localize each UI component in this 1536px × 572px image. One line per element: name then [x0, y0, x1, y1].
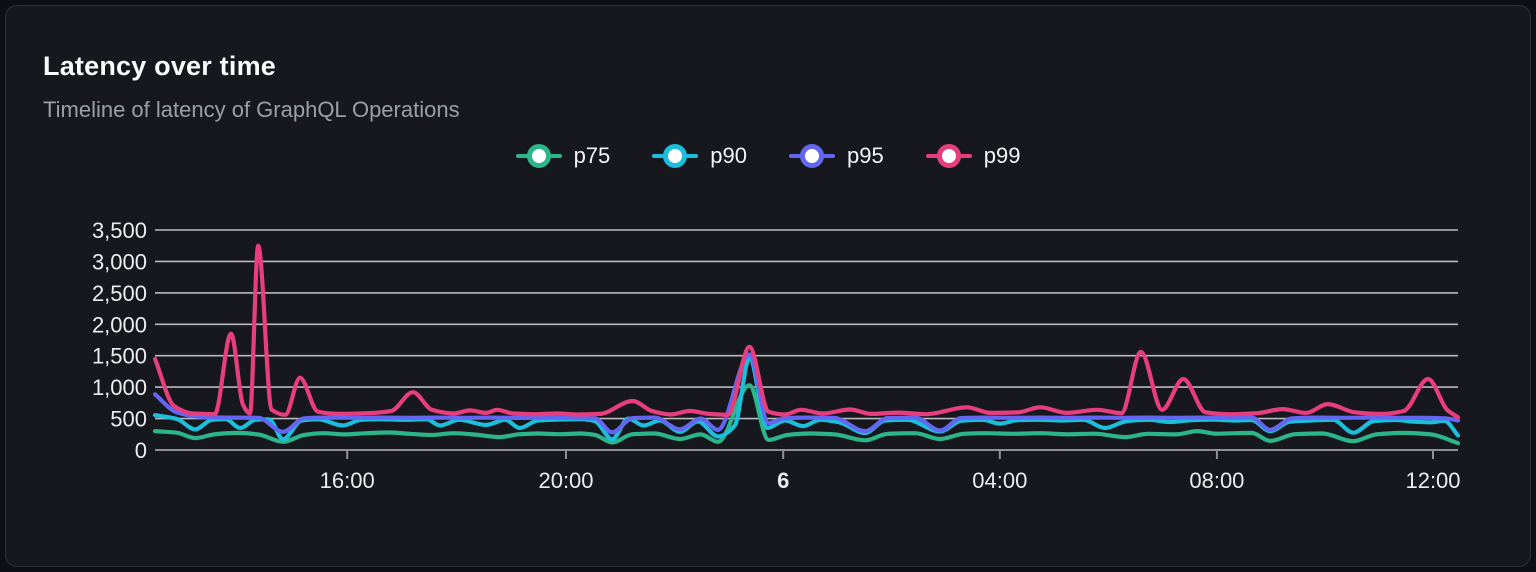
series-line-p99[interactable]: [152, 243, 1461, 420]
x-axis-label-08:00: 08:00: [1189, 468, 1244, 493]
y-axis-label-3500: 3,500: [92, 218, 147, 243]
legend-series-marker-icon: [652, 143, 699, 169]
legend-item-p95[interactable]: p95: [789, 143, 884, 169]
latency-card: Latency over time Timeline of latency of…: [5, 5, 1531, 567]
legend-label-p99: p99: [983, 143, 1021, 168]
series-line-p95[interactable]: [152, 352, 1461, 435]
series-line-p90[interactable]: [152, 356, 1461, 442]
x-axis-label-12:00: 12:00: [1405, 468, 1460, 493]
x-axis-label-16:00: 16:00: [320, 468, 375, 493]
y-axis-label-1500: 1,500: [92, 344, 147, 369]
x-axis-label-04:00: 04:00: [972, 468, 1027, 493]
legend-item-p90[interactable]: p90: [652, 143, 747, 169]
page-title: Latency over time: [43, 51, 276, 81]
legend-label-p90: p90: [710, 143, 747, 168]
y-axis-label-0: 0: [135, 438, 147, 463]
x-axis-label-6: 6: [777, 468, 789, 493]
x-axis-label-20:00: 20:00: [538, 468, 593, 493]
legend-series-marker-icon: [925, 143, 972, 169]
chart-legend: p75 p90 p95 p99: [6, 139, 1530, 173]
y-axis-label-1000: 1,000: [92, 375, 147, 400]
legend-item-p99[interactable]: p99: [925, 143, 1021, 169]
legend-item-p75[interactable]: p75: [515, 143, 611, 169]
y-axis-label-3000: 3,000: [92, 249, 147, 274]
y-axis-label-2000: 2,000: [92, 312, 147, 337]
legend-series-marker-icon: [515, 143, 562, 169]
y-axis-label-2500: 2,500: [92, 281, 147, 306]
y-axis-label-500: 500: [110, 407, 147, 432]
legend-series-marker-icon: [789, 143, 835, 169]
legend-label-p75: p75: [573, 143, 611, 168]
legend-label-p95: p95: [847, 143, 884, 168]
series-line-p75[interactable]: [152, 383, 1461, 446]
page-subtitle: Timeline of latency of GraphQL Operation…: [43, 97, 460, 122]
